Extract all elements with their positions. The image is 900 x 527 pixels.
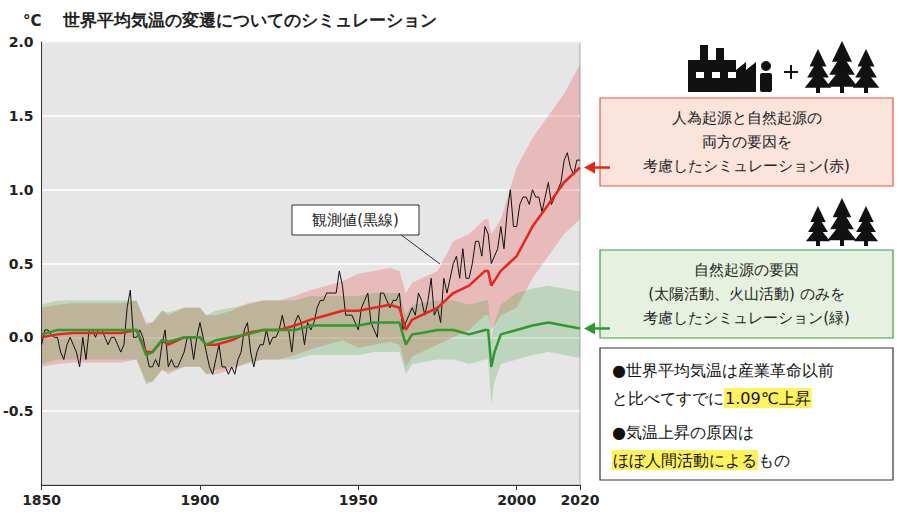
svg-text:両方の要因を: 両方の要因を bbox=[702, 133, 792, 151]
svg-text:人為起源と自然起源の: 人為起源と自然起源の bbox=[672, 109, 822, 127]
svg-text:-0.5: -0.5 bbox=[3, 403, 34, 419]
svg-text:●気温上昇の原因は: ●気温上昇の原因は bbox=[612, 423, 754, 442]
svg-text:1.0: 1.0 bbox=[9, 182, 34, 198]
svg-text:0.0: 0.0 bbox=[9, 329, 34, 345]
svg-text:1.09℃上昇: 1.09℃上昇 bbox=[725, 389, 811, 408]
svg-text:0.5: 0.5 bbox=[9, 256, 34, 272]
svg-text:1.5: 1.5 bbox=[9, 108, 34, 124]
svg-text:考慮したシミュレーション(緑): 考慮したシミュレーション(緑) bbox=[643, 309, 850, 327]
svg-text:°C: °C bbox=[23, 12, 42, 30]
svg-text:ほぼ人間活動による: ほぼ人間活動による bbox=[613, 451, 757, 470]
svg-text:2000: 2000 bbox=[497, 492, 536, 508]
svg-text:1850: 1850 bbox=[22, 492, 61, 508]
svg-text:1950: 1950 bbox=[339, 492, 378, 508]
svg-text:世界平均気温の変遷についてのシミュレーション: 世界平均気温の変遷についてのシミュレーション bbox=[62, 10, 437, 30]
svg-text:観測値(黒線): 観測値(黒線) bbox=[312, 211, 399, 229]
svg-text:(太陽活動、火山活動) のみを: (太陽活動、火山活動) のみを bbox=[648, 285, 844, 303]
svg-text:考慮したシミュレーション(赤): 考慮したシミュレーション(赤) bbox=[643, 157, 850, 175]
svg-text:自然起源の要因: 自然起源の要因 bbox=[694, 261, 799, 279]
svg-text:1900: 1900 bbox=[180, 492, 219, 508]
svg-text:もの: もの bbox=[758, 451, 790, 470]
svg-text:2.0: 2.0 bbox=[9, 34, 34, 50]
svg-text:2020: 2020 bbox=[561, 492, 600, 508]
svg-text:と比べてすでに: と比べてすでに bbox=[612, 389, 724, 408]
svg-text:●世界平均気温は産業革命以前: ●世界平均気温は産業革命以前 bbox=[612, 361, 834, 380]
